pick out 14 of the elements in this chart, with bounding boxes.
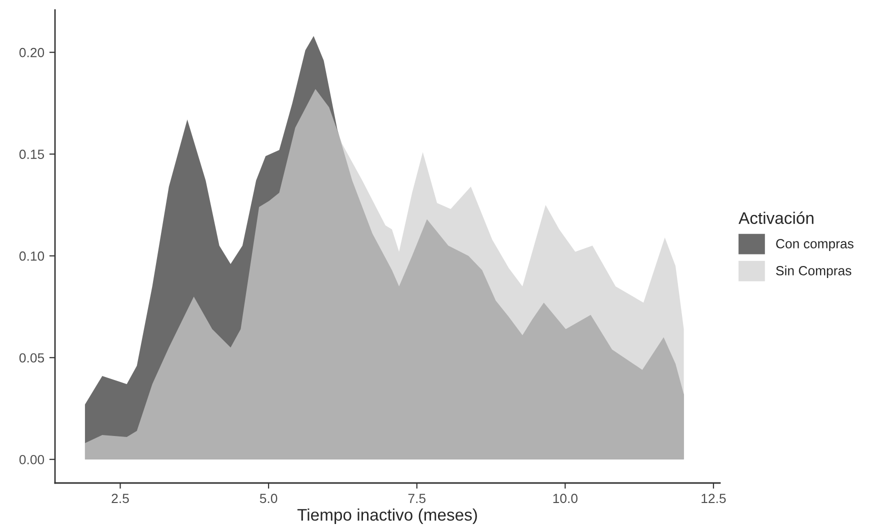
- x-tick-label: 5.0: [260, 494, 278, 504]
- x-tick-label: 12.5: [702, 494, 726, 504]
- y-tick-label: 0.15: [19, 150, 44, 160]
- x-tick-label: 10.0: [553, 494, 578, 504]
- legend-label: Sin Compras: [776, 266, 852, 278]
- legend-label: Con compras: [776, 239, 854, 252]
- legend-title: Activación: [738, 212, 814, 224]
- x-tick-label: 7.5: [408, 494, 426, 504]
- x-tick-label: 2.5: [112, 494, 129, 504]
- y-tick-label: 0.00: [19, 454, 44, 464]
- y-tick-label: 0.20: [19, 48, 44, 58]
- x-axis-title: Tiempo inactivo (meses): [297, 508, 477, 524]
- y-tick-label: 0.10: [19, 251, 44, 261]
- y-tick-label: 0.05: [19, 353, 44, 363]
